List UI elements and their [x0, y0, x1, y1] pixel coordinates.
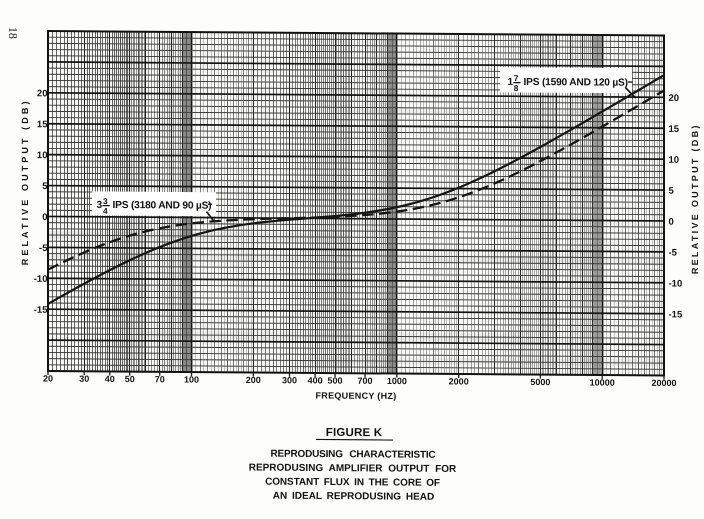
svg-text:CONSTANT FLUX IN THE CORE OF: CONSTANT FLUX IN THE CORE OF	[265, 477, 440, 489]
svg-text:AN IDEAL REPRODUSING HEAD: AN IDEAL REPRODUSING HEAD	[273, 491, 434, 503]
svg-text:40: 40	[105, 374, 115, 384]
svg-text:IPS (1590 AND 120 µS): IPS (1590 AND 120 µS)	[524, 77, 628, 89]
svg-text:300: 300	[282, 375, 297, 385]
svg-text:0: 0	[42, 212, 47, 223]
svg-text:3: 3	[97, 200, 103, 211]
svg-text:-15: -15	[669, 309, 683, 320]
svg-text:200: 200	[246, 375, 261, 385]
svg-text:FIGURE K: FIGURE K	[326, 427, 383, 439]
svg-text:50: 50	[125, 374, 135, 384]
svg-text:700: 700	[357, 376, 372, 386]
svg-text:5: 5	[42, 181, 48, 192]
svg-text:20: 20	[43, 373, 53, 383]
svg-text:18: 18	[6, 27, 20, 39]
svg-text:-5: -5	[39, 243, 48, 254]
svg-text:400: 400	[308, 375, 323, 385]
svg-text:10: 10	[37, 150, 48, 161]
svg-text:20: 20	[37, 88, 48, 99]
svg-text:1: 1	[508, 77, 514, 88]
svg-text:100: 100	[184, 374, 199, 384]
svg-text:5000: 5000	[530, 377, 550, 387]
svg-text:10000: 10000	[590, 377, 615, 387]
svg-text:30: 30	[79, 374, 89, 384]
svg-text:3: 3	[103, 196, 108, 206]
svg-text:4: 4	[103, 206, 108, 216]
svg-text:5: 5	[669, 186, 675, 197]
svg-text:-10: -10	[669, 278, 683, 289]
svg-text:20000: 20000	[651, 378, 676, 388]
svg-text:2000: 2000	[449, 376, 469, 386]
svg-text:70: 70	[155, 374, 165, 384]
svg-text:8: 8	[514, 83, 519, 93]
svg-text:REPRODUSING AMPLIFIER OUTPUT F: REPRODUSING AMPLIFIER OUTPUT FOR	[249, 462, 457, 475]
svg-text:15: 15	[669, 124, 680, 135]
svg-text:IPS (3180 AND 90 µS): IPS (3180 AND 90 µS)	[113, 200, 212, 212]
svg-text:FREQUENCY (HZ): FREQUENCY (HZ)	[315, 390, 396, 401]
svg-text:10: 10	[669, 155, 680, 166]
svg-text:0: 0	[669, 217, 674, 228]
svg-text:RELATIVE OUTPUT (DB): RELATIVE OUTPUT (DB)	[20, 98, 30, 265]
svg-text:7: 7	[514, 73, 519, 83]
svg-text:1000: 1000	[387, 376, 407, 386]
svg-text:-5: -5	[669, 248, 678, 259]
svg-text:20: 20	[669, 93, 680, 104]
svg-text:REPRODUSING CHARACTERISTIC: REPRODUSING CHARACTERISTIC	[271, 449, 436, 461]
svg-text:RELATIVE OUTPUT (DB): RELATIVE OUTPUT (DB)	[690, 123, 700, 274]
svg-text:-10: -10	[34, 274, 48, 285]
svg-text:15: 15	[37, 119, 48, 130]
svg-text:-15: -15	[34, 305, 48, 316]
svg-text:500: 500	[327, 376, 342, 386]
